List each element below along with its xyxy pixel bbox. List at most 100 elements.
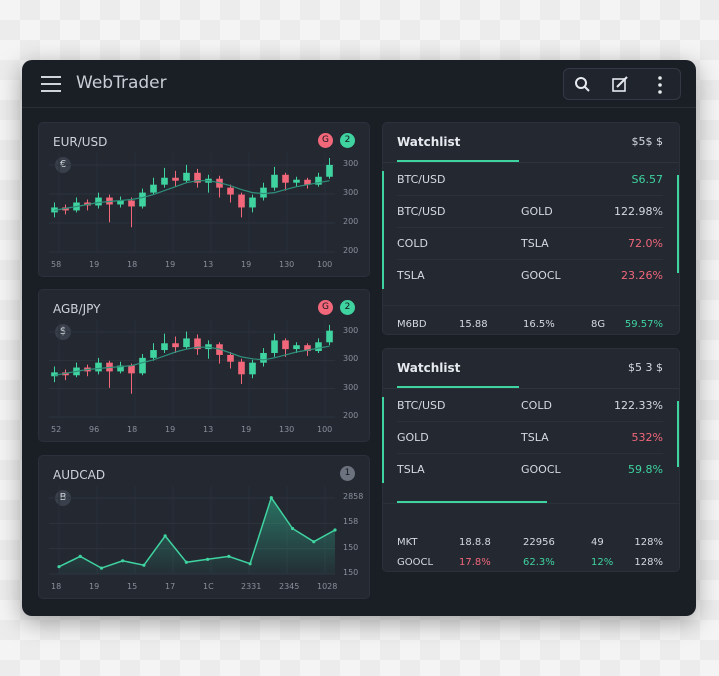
candle-body — [139, 192, 146, 207]
search-icon[interactable] — [575, 77, 590, 92]
candle-body — [172, 177, 179, 181]
cell: TSLA — [397, 269, 425, 282]
area-point — [99, 566, 104, 570]
candle-body — [304, 179, 311, 185]
area-point — [227, 554, 231, 558]
cell: 18.8.8 — [459, 537, 491, 548]
area-point — [142, 563, 146, 567]
area-point — [78, 554, 82, 558]
candle-body — [139, 357, 146, 374]
header: WebTrader — [22, 60, 696, 108]
accent-bar — [382, 171, 384, 289]
candle-body — [271, 340, 278, 353]
chart-panel: AUDCADB12858158150150181915171C233123451… — [38, 455, 370, 599]
more-icon[interactable] — [658, 76, 662, 94]
cell: 23.26% — [621, 269, 663, 282]
x-axis-label: 1028 — [317, 582, 338, 591]
watchlist-title: Watchlist — [397, 361, 461, 375]
edit-icon[interactable] — [612, 76, 628, 92]
watchlist-summary: $5$ $ — [631, 135, 664, 148]
x-axis-label: 18 — [127, 260, 138, 269]
x-axis-label: 19 — [241, 260, 252, 269]
candle-body — [161, 343, 168, 351]
y-axis-label: 300 — [343, 326, 359, 335]
watchlist-row: BTC/USD COLD 122.33% — [397, 399, 663, 412]
cell: GOLD — [397, 431, 429, 444]
row-divider — [397, 453, 663, 454]
cell: MKT — [397, 537, 418, 548]
candle-body — [51, 372, 58, 377]
cell: M6BD — [397, 319, 427, 330]
x-axis-label: 19 — [89, 260, 100, 269]
area-point — [163, 534, 167, 538]
area-point — [248, 562, 252, 566]
chart-plot — [49, 320, 335, 418]
cell: 122.33% — [614, 399, 663, 412]
row-divider — [397, 227, 663, 228]
candle-body — [260, 352, 267, 363]
candle-body — [249, 362, 256, 375]
x-axis-label: 15 — [127, 582, 138, 591]
candle-body — [161, 177, 168, 185]
y-axis-label: 200 — [343, 217, 359, 226]
x-axis-label: 17 — [165, 582, 176, 591]
y-axis-label: 300 — [343, 188, 359, 197]
y-axis-label: 2858 — [343, 492, 364, 501]
cell: 128% — [634, 557, 663, 568]
chart-badge: G — [318, 133, 333, 148]
chart-badge: 2 — [340, 133, 355, 148]
cell: GOOCL — [397, 557, 434, 568]
x-axis-label: 130 — [279, 260, 295, 269]
candle-body — [315, 176, 322, 185]
watchlist-row: GOLD TSLA 532% — [397, 431, 663, 444]
candle-body — [183, 338, 190, 348]
footer-row: MKT 18.8.8 22956 49 128% — [397, 537, 663, 548]
y-axis-label: 150 — [343, 542, 359, 552]
cell: 59.57% — [624, 319, 663, 330]
menu-icon[interactable] — [40, 74, 64, 94]
chart-title: EUR/USD — [53, 135, 108, 149]
candle-body — [128, 365, 135, 374]
candle-body — [238, 361, 245, 375]
tab-underline — [397, 386, 519, 388]
cell: TSLA — [397, 463, 425, 476]
cell: 16.5% — [523, 319, 555, 330]
chart-title: AUDCAD — [53, 468, 106, 482]
y-axis-label: 300 — [343, 159, 359, 168]
cell: 15.88 — [459, 319, 488, 330]
watchlist-row: BTC/USD GOLD 122.98% — [397, 205, 663, 218]
moving-average — [54, 180, 330, 211]
cell: 59.8% — [628, 463, 663, 476]
chart-badge: 2 — [340, 300, 355, 315]
watchlist-row: COLD TSLA 72.0% — [397, 237, 663, 250]
candle-body — [238, 194, 245, 208]
chart-badge: 1 — [340, 466, 355, 481]
candle-body — [249, 197, 256, 208]
candle-body — [293, 179, 300, 183]
app-title: WebTrader — [76, 73, 167, 93]
cell: TSLA — [521, 431, 549, 444]
row-divider — [397, 421, 663, 422]
x-axis-label: 19 — [89, 582, 100, 591]
x-axis-label: 19 — [165, 260, 176, 269]
area-point — [312, 540, 316, 544]
candle-body — [172, 343, 179, 348]
area-fill — [59, 497, 335, 574]
cell: GOOCL — [521, 269, 561, 282]
candle-body — [282, 340, 289, 350]
tab-underline — [397, 160, 519, 162]
cell: COLD — [397, 237, 428, 250]
toolbar-icons — [575, 76, 662, 94]
cell: BTC/USD — [397, 399, 446, 412]
accent-bar — [677, 175, 679, 273]
row-divider — [383, 388, 679, 389]
chart-title: AGB/JPY — [53, 302, 101, 316]
x-axis-label: 1C — [203, 582, 214, 591]
candle-body — [128, 200, 135, 207]
area-point — [333, 528, 337, 532]
candle-body — [227, 187, 234, 195]
x-axis-label: 2331 — [241, 582, 262, 591]
watchlist-row: TSLA GOOCL 59.8% — [397, 463, 663, 476]
row-divider — [397, 195, 663, 196]
